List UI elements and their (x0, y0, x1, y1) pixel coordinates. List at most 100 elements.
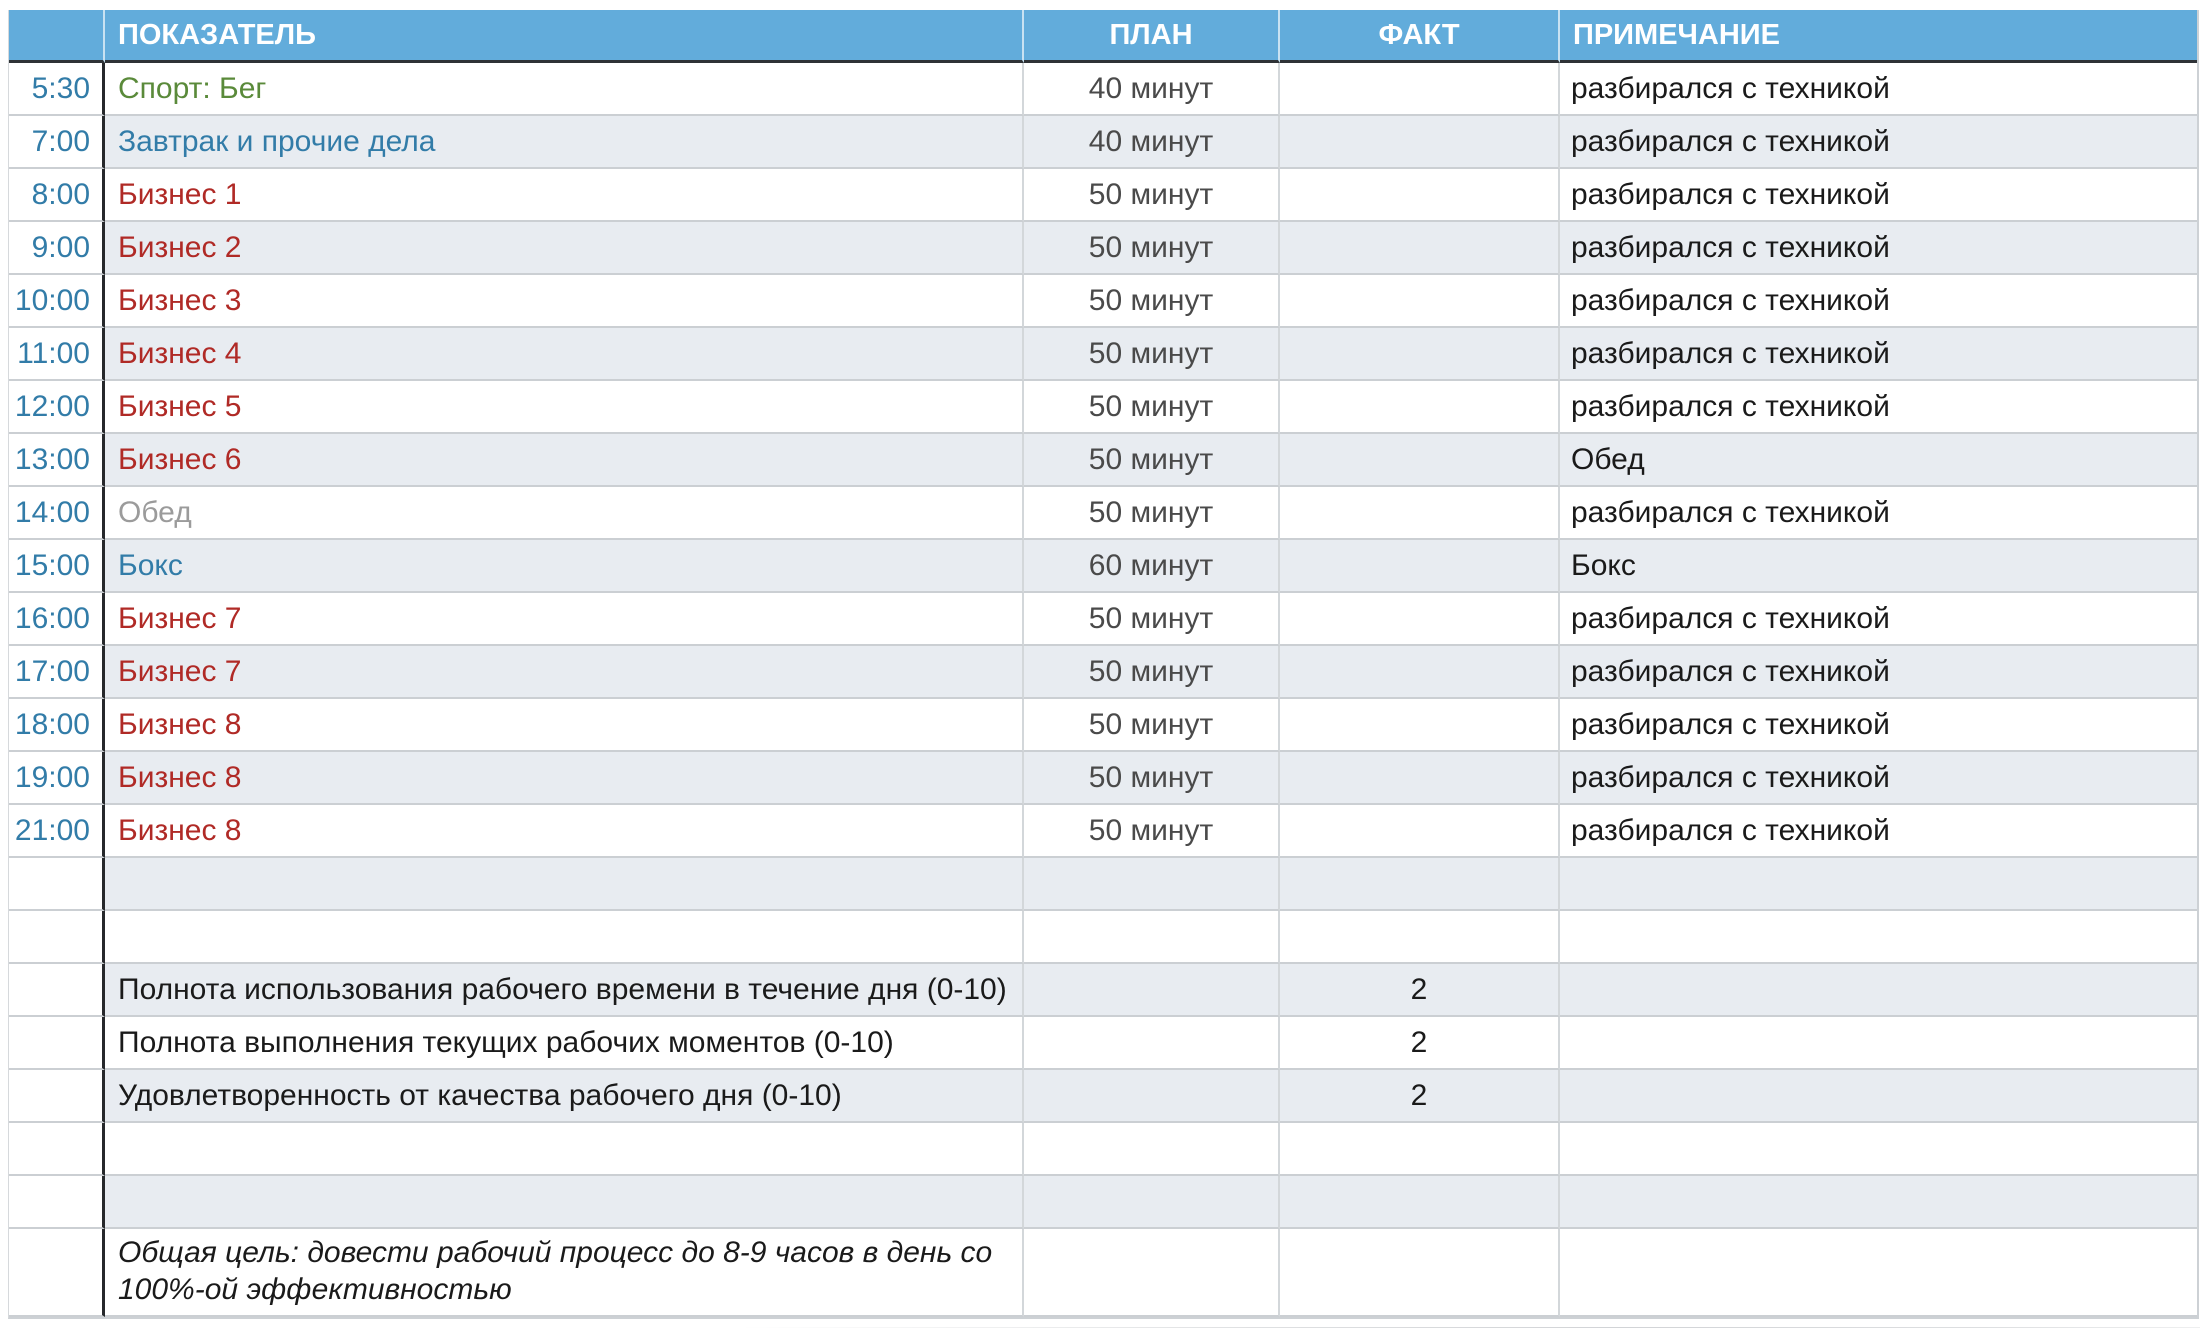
indicator-cell[interactable] (105, 911, 1024, 964)
note-cell[interactable] (1560, 1229, 2197, 1317)
note-cell[interactable] (1560, 1070, 2197, 1123)
plan-cell[interactable]: 50 минут (1024, 646, 1280, 699)
fact-cell[interactable] (1280, 858, 1560, 911)
note-cell[interactable]: Бокс (1560, 540, 2197, 593)
plan-cell[interactable]: 60 минут (1024, 540, 1280, 593)
fact-cell[interactable] (1280, 328, 1560, 381)
plan-cell[interactable] (1024, 964, 1280, 1017)
plan-cell[interactable] (1024, 1017, 1280, 1070)
time-cell[interactable]: 11:00 (9, 328, 105, 381)
indicator-cell[interactable]: Удовлетворенность от качества рабочего д… (105, 1070, 1024, 1123)
indicator-cell[interactable]: Бизнес 8 (105, 752, 1024, 805)
plan-cell[interactable]: 50 минут (1024, 222, 1280, 275)
note-cell[interactable] (1560, 858, 2197, 911)
note-cell[interactable]: разбирался с техникой (1560, 699, 2197, 752)
time-cell[interactable]: 12:00 (9, 381, 105, 434)
indicator-cell[interactable]: Бизнес 6 (105, 434, 1024, 487)
header-plan[interactable]: ПЛАН (1024, 10, 1280, 63)
indicator-cell[interactable]: Завтрак и прочие дела (105, 116, 1024, 169)
indicator-cell[interactable]: Бизнес 2 (105, 222, 1024, 275)
fact-cell[interactable] (1280, 1229, 1560, 1317)
fact-cell[interactable] (1280, 487, 1560, 540)
time-cell[interactable]: 10:00 (9, 275, 105, 328)
fact-cell[interactable] (1280, 752, 1560, 805)
plan-cell[interactable]: 50 минут (1024, 381, 1280, 434)
indicator-cell[interactable]: Общая цель: довести рабочий процесс до 8… (105, 1229, 1024, 1317)
indicator-cell[interactable]: Бизнес 5 (105, 381, 1024, 434)
note-cell[interactable]: разбирался с техникой (1560, 752, 2197, 805)
plan-cell[interactable]: 50 минут (1024, 275, 1280, 328)
time-cell[interactable]: 14:00 (9, 487, 105, 540)
fact-cell[interactable] (1280, 1123, 1560, 1176)
time-cell[interactable] (9, 1176, 105, 1229)
fact-cell[interactable]: 2 (1280, 1070, 1560, 1123)
indicator-cell[interactable]: Бизнес 4 (105, 328, 1024, 381)
note-cell[interactable] (1560, 1123, 2197, 1176)
fact-cell[interactable] (1280, 1176, 1560, 1229)
indicator-cell[interactable]: Бизнес 7 (105, 593, 1024, 646)
plan-cell[interactable]: 40 минут (1024, 116, 1280, 169)
plan-cell[interactable]: 50 минут (1024, 434, 1280, 487)
time-cell[interactable] (9, 911, 105, 964)
fact-cell[interactable] (1280, 434, 1560, 487)
indicator-cell[interactable]: Полнота выполнения текущих рабочих момен… (105, 1017, 1024, 1070)
indicator-cell[interactable]: Обед (105, 487, 1024, 540)
note-cell[interactable] (1560, 911, 2197, 964)
time-cell[interactable]: 15:00 (9, 540, 105, 593)
plan-cell[interactable]: 50 минут (1024, 487, 1280, 540)
time-cell[interactable]: 13:00 (9, 434, 105, 487)
fact-cell[interactable] (1280, 381, 1560, 434)
time-cell[interactable] (9, 1229, 105, 1317)
note-cell[interactable]: разбирался с техникой (1560, 116, 2197, 169)
time-cell[interactable]: 17:00 (9, 646, 105, 699)
plan-cell[interactable]: 40 минут (1024, 63, 1280, 116)
header-time-cell[interactable] (9, 10, 105, 63)
time-cell[interactable] (9, 1123, 105, 1176)
fact-cell[interactable] (1280, 169, 1560, 222)
time-cell[interactable]: 19:00 (9, 752, 105, 805)
fact-cell[interactable] (1280, 646, 1560, 699)
fact-cell[interactable]: 2 (1280, 1017, 1560, 1070)
plan-cell[interactable]: 50 минут (1024, 169, 1280, 222)
time-cell[interactable] (9, 858, 105, 911)
indicator-cell[interactable]: Спорт: Бег (105, 63, 1024, 116)
note-cell[interactable]: разбирался с техникой (1560, 487, 2197, 540)
fact-cell[interactable] (1280, 63, 1560, 116)
indicator-cell[interactable]: Бокс (105, 540, 1024, 593)
plan-cell[interactable]: 50 минут (1024, 805, 1280, 858)
plan-cell[interactable]: 50 минут (1024, 593, 1280, 646)
note-cell[interactable]: разбирался с техникой (1560, 328, 2197, 381)
time-cell[interactable]: 8:00 (9, 169, 105, 222)
time-cell[interactable] (9, 1017, 105, 1070)
note-cell[interactable]: разбирался с техникой (1560, 222, 2197, 275)
indicator-cell[interactable] (105, 1123, 1024, 1176)
time-cell[interactable]: 21:00 (9, 805, 105, 858)
fact-cell[interactable] (1280, 699, 1560, 752)
header-note[interactable]: ПРИМЕЧАНИЕ (1560, 10, 2197, 63)
note-cell[interactable]: разбирался с техникой (1560, 593, 2197, 646)
plan-cell[interactable]: 50 минут (1024, 699, 1280, 752)
note-cell[interactable]: разбирался с техникой (1560, 381, 2197, 434)
time-cell[interactable]: 18:00 (9, 699, 105, 752)
fact-cell[interactable] (1280, 116, 1560, 169)
time-cell[interactable] (9, 1070, 105, 1123)
time-cell[interactable]: 16:00 (9, 593, 105, 646)
note-cell[interactable]: разбирался с техникой (1560, 275, 2197, 328)
note-cell[interactable] (1560, 1017, 2197, 1070)
time-cell[interactable] (9, 964, 105, 1017)
fact-cell[interactable] (1280, 593, 1560, 646)
note-cell[interactable]: разбирался с техникой (1560, 63, 2197, 116)
note-cell[interactable]: Обед (1560, 434, 2197, 487)
indicator-cell[interactable]: Полнота использования рабочего времени в… (105, 964, 1024, 1017)
indicator-cell[interactable]: Бизнес 3 (105, 275, 1024, 328)
fact-cell[interactable] (1280, 911, 1560, 964)
indicator-cell[interactable]: Бизнес 8 (105, 805, 1024, 858)
time-cell[interactable]: 9:00 (9, 222, 105, 275)
plan-cell[interactable] (1024, 1123, 1280, 1176)
indicator-cell[interactable]: Бизнес 8 (105, 699, 1024, 752)
plan-cell[interactable]: 50 минут (1024, 328, 1280, 381)
header-indicator[interactable]: ПОКАЗАТЕЛЬ (105, 10, 1024, 63)
fact-cell[interactable] (1280, 222, 1560, 275)
plan-cell[interactable] (1024, 858, 1280, 911)
fact-cell[interactable] (1280, 805, 1560, 858)
